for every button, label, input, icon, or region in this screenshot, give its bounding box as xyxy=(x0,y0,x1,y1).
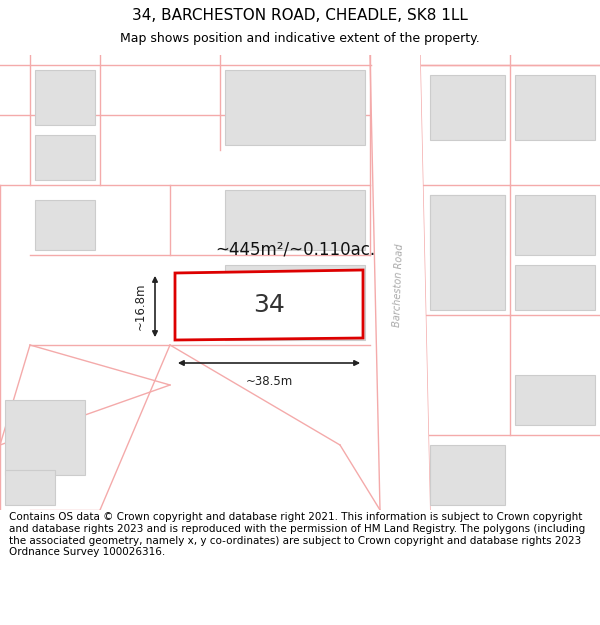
Polygon shape xyxy=(515,265,595,310)
Polygon shape xyxy=(35,200,95,250)
Text: 34, BARCHESTON ROAD, CHEADLE, SK8 1LL: 34, BARCHESTON ROAD, CHEADLE, SK8 1LL xyxy=(132,8,468,23)
Text: ~445m²/~0.110ac.: ~445m²/~0.110ac. xyxy=(215,241,375,259)
Polygon shape xyxy=(5,470,55,505)
Polygon shape xyxy=(430,195,505,255)
Polygon shape xyxy=(430,75,505,140)
Polygon shape xyxy=(515,375,595,425)
Polygon shape xyxy=(225,190,365,250)
Polygon shape xyxy=(372,55,430,510)
Text: ~38.5m: ~38.5m xyxy=(245,375,293,388)
Text: Barcheston Road: Barcheston Road xyxy=(392,243,404,327)
Polygon shape xyxy=(5,400,85,475)
Polygon shape xyxy=(515,195,595,255)
Polygon shape xyxy=(225,70,365,145)
Text: ~16.8m: ~16.8m xyxy=(134,282,147,330)
Text: Contains OS data © Crown copyright and database right 2021. This information is : Contains OS data © Crown copyright and d… xyxy=(9,512,585,557)
Polygon shape xyxy=(515,75,595,140)
Polygon shape xyxy=(35,135,95,180)
Polygon shape xyxy=(175,270,363,340)
Text: Map shows position and indicative extent of the property.: Map shows position and indicative extent… xyxy=(120,32,480,45)
Polygon shape xyxy=(430,445,505,505)
Polygon shape xyxy=(225,265,365,340)
Text: 34: 34 xyxy=(253,293,285,317)
Polygon shape xyxy=(35,70,95,125)
Polygon shape xyxy=(430,195,505,310)
